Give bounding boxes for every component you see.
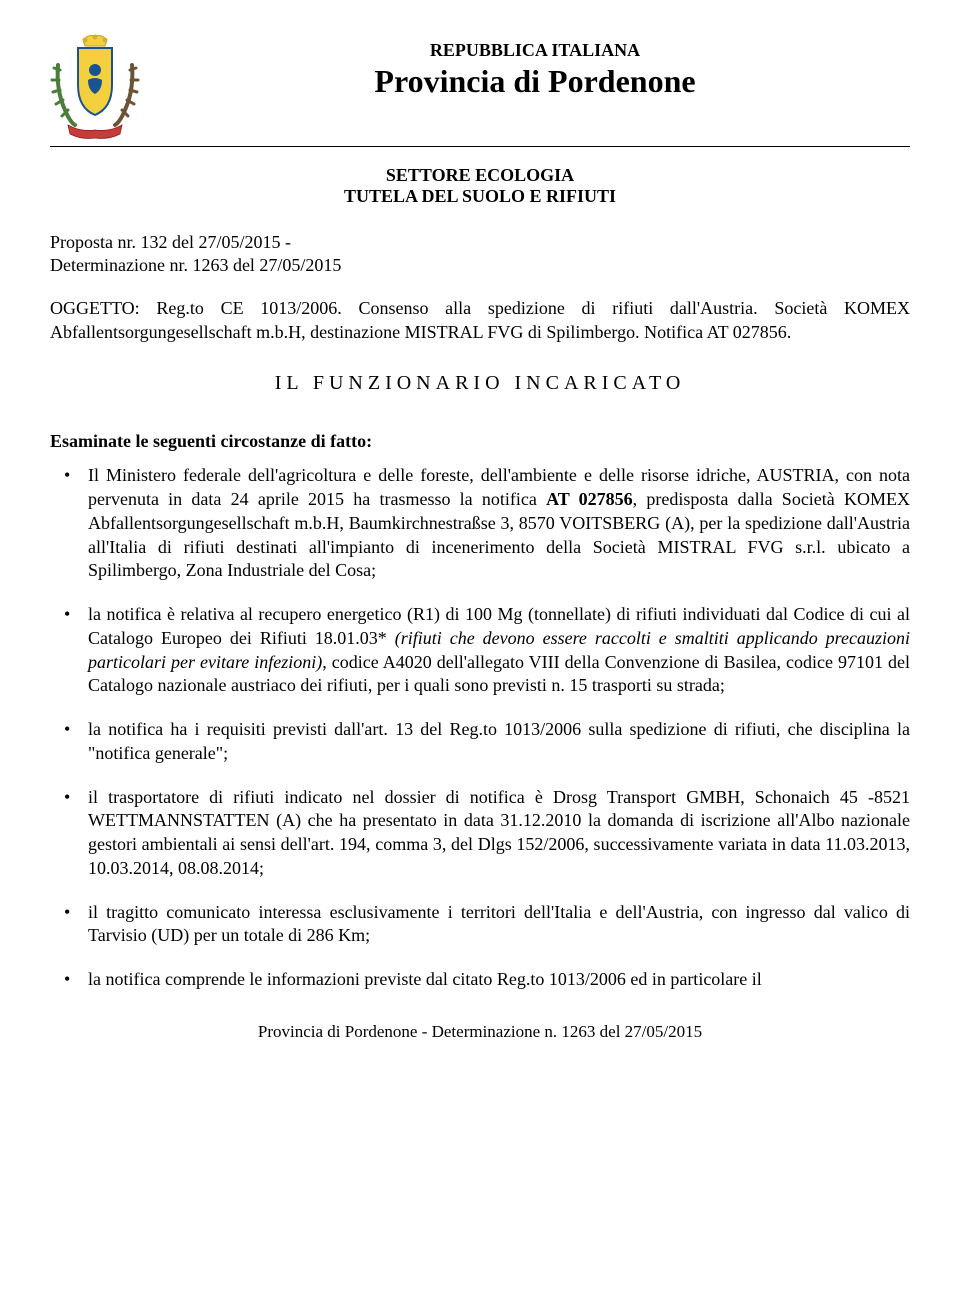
proposal-block: Proposta nr. 132 del 27/05/2015 - Determ… (50, 231, 910, 278)
sector-line-1: SETTORE ECOLOGIA (50, 165, 910, 186)
proposal-line-2: Determinazione nr. 1263 del 27/05/2015 (50, 254, 910, 277)
header-divider (50, 146, 910, 147)
header-title-block: REPUBBLICA ITALIANA Provincia di Pordeno… (160, 30, 910, 100)
subject-label: OGGETTO: (50, 298, 140, 318)
bullet-list: Il Ministero federale dell'agricoltura e… (50, 464, 910, 992)
sector-line-2: TUTELA DEL SUOLO E RIFIUTI (50, 186, 910, 207)
header-supertitle: REPUBBLICA ITALIANA (160, 40, 910, 61)
bullet-item-5: il tragitto comunicato interessa esclusi… (50, 901, 910, 949)
examined-label: Esaminate le seguenti circostanze di fat… (50, 431, 910, 452)
subject-text: Reg.to CE 1013/2006. Consenso alla spedi… (50, 298, 910, 342)
bullet-item-2: la notifica è relativa al recupero energ… (50, 603, 910, 698)
sector-block: SETTORE ECOLOGIA TUTELA DEL SUOLO E RIFI… (50, 165, 910, 207)
page-footer: Provincia di Pordenone - Determinazione … (50, 1022, 910, 1042)
bullet-item-6: la notifica comprende le informazioni pr… (50, 968, 910, 992)
bullet-item-4: il trasportatore di rifiuti indicato nel… (50, 786, 910, 881)
section-heading: IL FUNZIONARIO INCARICATO (50, 372, 910, 395)
bullet-item-1: Il Ministero federale dell'agricoltura e… (50, 464, 910, 583)
bullet-1-bold: AT 027856 (546, 489, 633, 509)
crest-emblem (50, 30, 140, 140)
bullet-item-3: la notifica ha i requisiti previsti dall… (50, 718, 910, 766)
proposal-line-1: Proposta nr. 132 del 27/05/2015 - (50, 231, 910, 254)
subject-block: OGGETTO: Reg.to CE 1013/2006. Consenso a… (50, 296, 910, 345)
document-header: REPUBBLICA ITALIANA Provincia di Pordeno… (50, 30, 910, 140)
header-main-title: Provincia di Pordenone (160, 63, 910, 100)
